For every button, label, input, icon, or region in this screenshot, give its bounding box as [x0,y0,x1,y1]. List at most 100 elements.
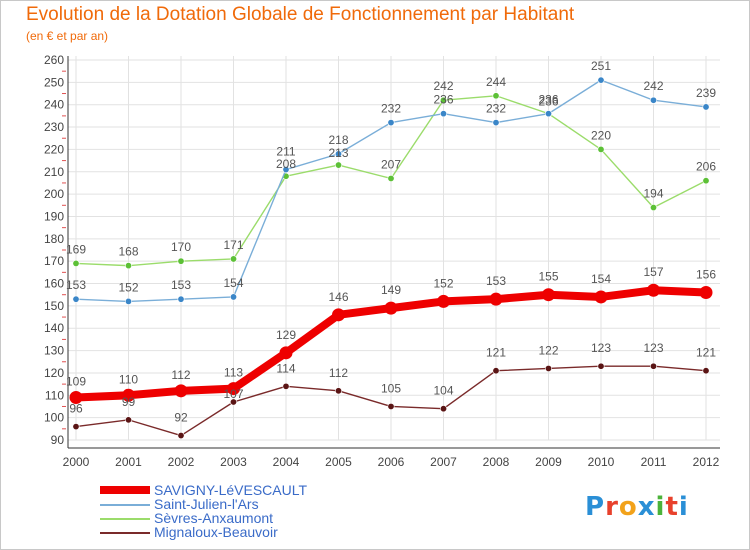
series-1-data-label: 169 [66,242,86,256]
series-0-point [125,416,133,424]
series-3-point [332,308,345,322]
series-3-data-label: 109 [66,375,86,389]
y-tick-label: 90 [51,433,65,447]
series-3-point [122,388,135,402]
series-0-point [334,387,342,395]
logo-letter: r [605,492,619,522]
series-0-data-label: 96 [69,402,83,416]
series-2-point [597,76,605,84]
y-tick-label: 100 [44,411,64,425]
series-2-data-label: 251 [591,59,611,73]
axes: 90 100 110 120 130 140 150 160 170 180 190 200 210 22… [44,53,720,469]
series-2-data-label: 153 [171,278,191,292]
series-lines [69,76,713,440]
series-0-data-label: 123 [591,341,611,355]
series-3-point [489,292,503,306]
series-2-data-label: 236 [538,93,558,107]
y-tick-label: 130 [44,344,64,358]
series-3-point [69,391,83,405]
series-1-point [492,92,500,100]
legend-swatch-sevres [100,518,150,520]
x-tick-label: 2000 [63,455,90,469]
legend-swatch-saint-julien [100,504,150,506]
logo-letter: i [678,492,689,522]
x-tick-label: 2005 [325,455,352,469]
series-1-point [334,161,342,169]
series-2-data-label: 211 [276,145,295,159]
series-0-data-label: 112 [329,366,348,380]
series-3-point [174,384,188,398]
series-2-data-label: 152 [118,280,138,294]
series-2-point [649,96,657,104]
series-1-point [230,255,238,263]
series-0-point [544,364,552,372]
series-2-point [334,150,342,158]
series-2-point [230,293,238,301]
series-1-point [597,145,605,153]
series-0-data-label: 99 [122,395,136,409]
series-0-point [72,423,80,431]
series-2-point [387,119,395,127]
y-tick-label: 200 [44,187,64,201]
x-tick-label: 2003 [220,455,247,469]
y-tick-label: 210 [44,165,64,179]
series-0-data-label: 123 [643,341,663,355]
logo-letter: t [665,492,679,522]
series-1-data-label: 236 [538,95,558,109]
series-2-data-label: 239 [696,86,716,100]
series-2-data-label: 242 [643,79,663,93]
series-0-data-label: 114 [276,361,295,375]
y-tick-label: 170 [44,254,64,268]
series-0-point [230,398,238,406]
series-0-data-label: 121 [696,346,716,360]
x-tick-label: 2012 [693,455,720,469]
series-2-data-label: 154 [223,276,243,290]
x-tick-label: 2001 [115,455,142,469]
legend-label-mignaloux: Mignaloux-Beauvoir [154,524,278,540]
y-tick-label: 150 [44,299,64,313]
series-0-point [177,432,185,440]
x-tick-label: 2009 [535,455,562,469]
chart-subtitle: (en € et par an) [26,29,109,43]
series-1-data-label: 244 [486,75,506,89]
series-3-point [227,382,240,396]
series-2-point [492,119,500,127]
y-tick-label: 240 [44,98,64,112]
series-3-point [699,285,713,299]
series-3-point [542,288,555,302]
series-0-data-label: 122 [538,343,558,357]
series-0-data-label: 121 [486,346,506,360]
series-3-point [437,294,450,308]
proxiti-logo: Proxiti [585,492,689,522]
logo-letter: o [618,492,638,522]
x-tick-label: 2002 [168,455,195,469]
legend-label-savigny: SAVIGNY-LéVESCAULT [154,482,308,498]
series-2-point [544,110,552,118]
logo-letter: i [655,492,666,522]
series-2-data-label: 232 [381,102,401,116]
plot-area [68,56,720,440]
series-1-data-label: 194 [643,187,663,201]
y-tick-label: 120 [44,366,64,380]
series-0-data-label: 104 [433,384,453,398]
series-3-data-label: 110 [119,372,138,386]
y-tick-label: 140 [44,321,64,335]
x-tick-label: 2011 [641,455,667,469]
series-0-point [702,367,710,375]
legend-swatch-savigny [100,486,150,494]
series-1-data-label: 170 [171,240,191,254]
series-3-data-label: 152 [433,276,453,290]
series-3-data-label: 129 [276,328,296,342]
series-3-data-label: 146 [328,290,348,304]
series-2-data-label: 232 [486,102,506,116]
series-1-data-label: 207 [381,157,401,171]
y-tick-label: 180 [44,232,64,246]
series-1-data-label: 213 [328,146,348,160]
x-tick-label: 2004 [273,455,300,469]
series-2-point [282,166,290,174]
logo-letter: P [585,492,606,522]
legend-label-sevres: Sèvres-Anxaumont [154,510,274,526]
series-0-data-label: 107 [223,387,243,401]
y-tick-label: 190 [44,209,64,223]
series-1-data-label: 220 [591,128,611,142]
